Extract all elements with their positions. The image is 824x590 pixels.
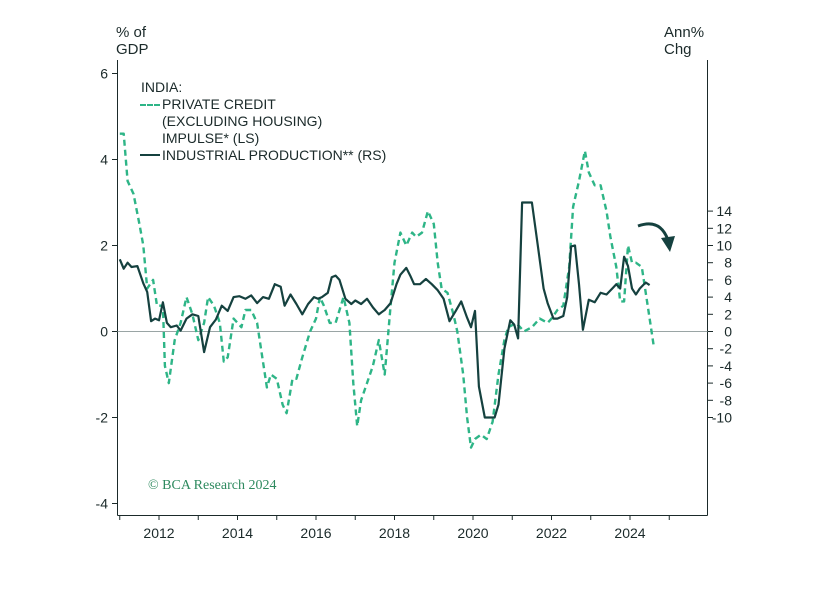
right-tick-label: -6 bbox=[720, 375, 733, 391]
left-axis-ticks: -4 -2 0 2 4 6 bbox=[96, 66, 118, 512]
series-layer bbox=[118, 132, 655, 449]
right-tick-label: -4 bbox=[720, 358, 733, 374]
down-arrow-icon bbox=[637, 222, 675, 252]
right-tick-label: 4 bbox=[724, 289, 732, 305]
left-tick-label: -2 bbox=[96, 410, 109, 426]
x-axis-ticks: 2012 2014 2016 2018 2020 2022 2024 bbox=[119, 515, 670, 541]
right-tick-label: -10 bbox=[712, 410, 732, 426]
legend-label-production: INDUSTRIAL PRODUCTION** (RS) bbox=[162, 147, 387, 163]
x-tick-label: 2020 bbox=[457, 525, 488, 541]
legend-dashed-swatch bbox=[138, 96, 162, 113]
right-tick-label: 10 bbox=[716, 238, 732, 254]
right-axis-unit: Ann% Chg bbox=[664, 24, 705, 58]
x-tick-label: 2018 bbox=[379, 525, 410, 541]
legend-heading: INDIA: bbox=[141, 79, 183, 95]
copyright-note: © BCA Research 2024 bbox=[148, 478, 277, 493]
legend: INDIA: PRIVATE CREDIT (EXCLUDING HOUSING… bbox=[138, 79, 386, 164]
right-tick-label: 12 bbox=[716, 220, 732, 236]
right-tick-label: 2 bbox=[724, 306, 732, 322]
legend-item-production: INDUSTRIAL PRODUCTION** (RS) bbox=[138, 147, 386, 164]
x-tick-label: 2016 bbox=[300, 525, 331, 541]
legend-item-credit: PRIVATE CREDIT (EXCLUDING HOUSING) IMPUL… bbox=[138, 96, 386, 147]
left-tick-label: 6 bbox=[100, 66, 108, 82]
series-line-industrial-production bbox=[118, 201, 651, 419]
x-tick-label: 2024 bbox=[614, 525, 645, 541]
right-tick-label: -2 bbox=[720, 341, 733, 357]
left-axis-unit: % of GDP bbox=[116, 24, 149, 58]
series-line-private-credit bbox=[119, 132, 655, 449]
left-tick-label: 4 bbox=[100, 152, 108, 168]
right-tick-label: 6 bbox=[724, 272, 732, 288]
right-tick-label: -8 bbox=[720, 392, 733, 408]
legend-solid-swatch bbox=[138, 147, 162, 164]
left-tick-label: 2 bbox=[100, 238, 108, 254]
x-tick-label: 2012 bbox=[143, 525, 174, 541]
plot-frame bbox=[117, 60, 708, 516]
legend-label-credit: PRIVATE CREDIT (EXCLUDING HOUSING) IMPUL… bbox=[162, 96, 323, 146]
left-tick-label: 0 bbox=[100, 324, 108, 340]
left-tick-label: -4 bbox=[96, 496, 109, 512]
right-tick-label: 8 bbox=[724, 255, 732, 271]
right-tick-label: 0 bbox=[724, 324, 732, 340]
right-tick-label: 14 bbox=[716, 203, 732, 219]
x-tick-label: 2014 bbox=[222, 525, 253, 541]
x-tick-label: 2022 bbox=[536, 525, 567, 541]
